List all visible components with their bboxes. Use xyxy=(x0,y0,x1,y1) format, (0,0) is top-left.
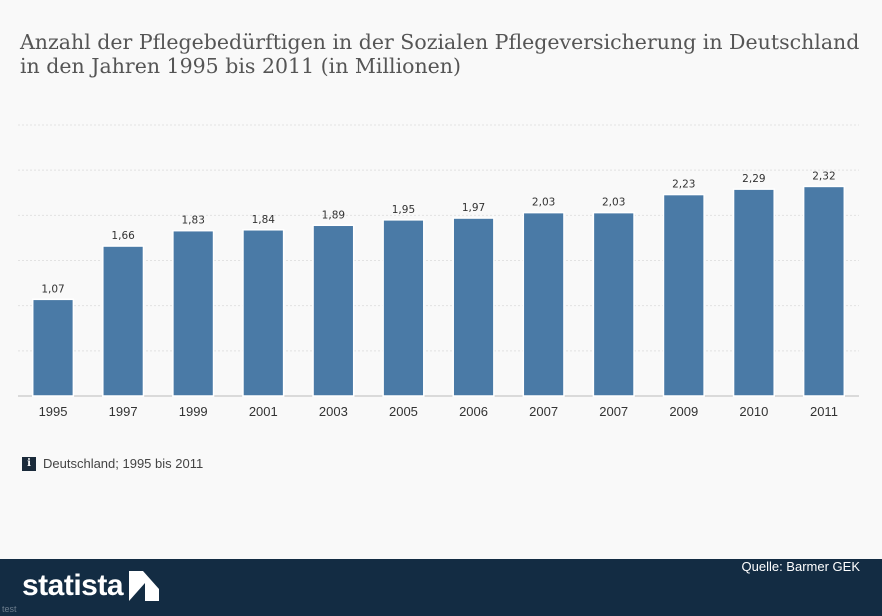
bar[interactable] xyxy=(802,185,846,397)
statista-logo-icon xyxy=(129,571,160,601)
chart-note: i Deutschland; 1995 bis 2011 xyxy=(22,456,203,471)
chart-title: Anzahl der Pflegebedürftigen in der Sozi… xyxy=(20,30,860,78)
info-icon: i xyxy=(22,456,36,471)
bar[interactable] xyxy=(522,211,565,397)
bar[interactable] xyxy=(31,298,75,397)
data-label: 1,07 xyxy=(41,283,64,295)
bar-chart: 1,07 1,66 1,83 1,84 1,89 1,95 1,97 2,03 2,03 2,23… xyxy=(18,124,859,419)
brand-name: statista xyxy=(22,569,124,602)
bar[interactable] xyxy=(312,224,355,397)
x-tick-label: 2001 xyxy=(249,404,278,419)
x-tick-label: 1999 xyxy=(179,404,208,419)
bar[interactable] xyxy=(662,193,705,397)
x-tick-label: 2005 xyxy=(389,404,418,419)
footer: statista Quelle: Barmer GEK test xyxy=(0,559,882,616)
data-label: 2,29 xyxy=(742,173,765,185)
data-label: 1,84 xyxy=(252,214,276,226)
x-tick-label: 2010 xyxy=(739,404,768,419)
data-label: 1,97 xyxy=(462,202,485,214)
x-tick-label: 2009 xyxy=(669,404,698,419)
x-tick-label: 1997 xyxy=(109,404,138,419)
gridlines xyxy=(18,124,859,397)
data-label: 2,32 xyxy=(812,170,835,182)
bar[interactable] xyxy=(102,245,145,397)
x-tick-label: 2006 xyxy=(459,404,488,419)
x-tick-label: 2011 xyxy=(810,404,838,419)
bar[interactable] xyxy=(382,219,425,397)
x-tick-label: 2007 xyxy=(529,404,558,419)
bar[interactable] xyxy=(732,188,775,397)
data-label: 1,89 xyxy=(322,209,345,221)
x-tick-label: 1995 xyxy=(39,404,68,419)
x-tick-labels: 1995 1997 1999 2001 2003 2005 2006 2007 2007 2009… xyxy=(39,404,838,419)
bars xyxy=(31,185,846,397)
x-tick-label: 2003 xyxy=(319,404,348,419)
data-label: 1,95 xyxy=(392,204,415,216)
statista-logo[interactable]: statista xyxy=(22,569,160,603)
note-text: Deutschland; 1995 bis 2011 xyxy=(43,456,204,471)
data-label: 1,83 xyxy=(182,215,205,227)
corner-text: test xyxy=(2,604,17,614)
value-labels: 1,07 1,66 1,83 1,84 1,89 1,95 1,97 2,03 2,03 2,23… xyxy=(41,170,835,295)
x-tick-label: 2007 xyxy=(599,404,628,419)
data-label: 2,23 xyxy=(672,179,695,191)
data-label: 2,03 xyxy=(602,197,625,209)
source-text: Quelle: Barmer GEK xyxy=(741,559,861,574)
bar[interactable] xyxy=(592,211,635,397)
data-label: 2,03 xyxy=(532,197,555,209)
bar[interactable] xyxy=(172,229,215,397)
data-label: 1,66 xyxy=(111,230,135,242)
bar[interactable] xyxy=(452,217,495,397)
bar[interactable] xyxy=(242,229,285,397)
